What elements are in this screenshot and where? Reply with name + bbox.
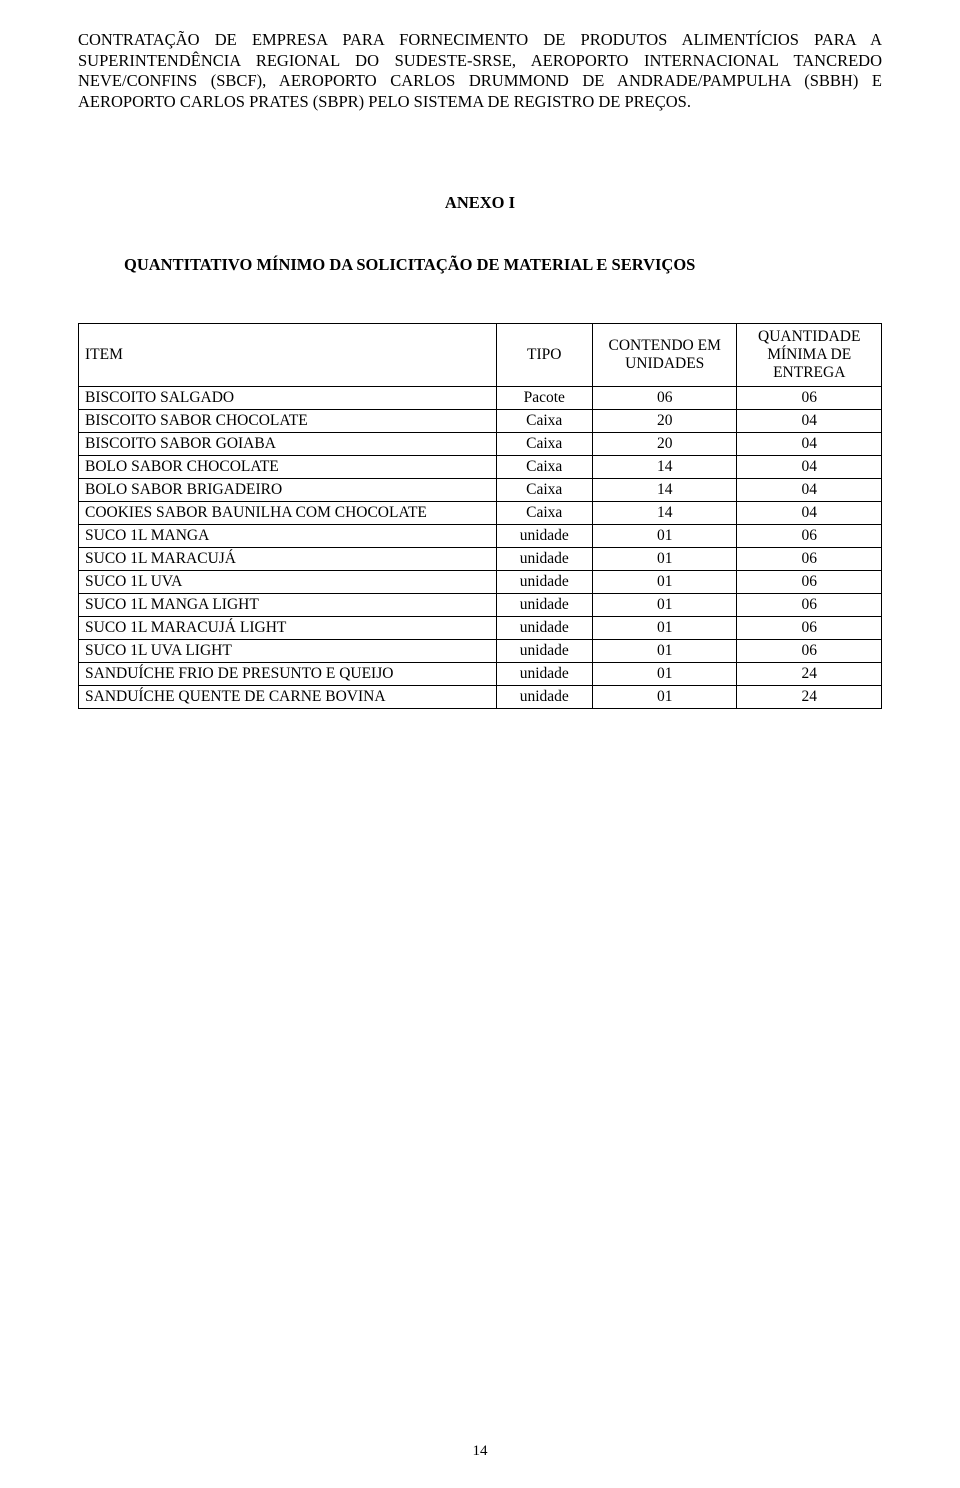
header-quantidade: QUANTIDADE MÍNIMA DE ENTREGA (737, 323, 882, 386)
cell-tipo: unidade (496, 524, 592, 547)
cell-item: SANDUÍCHE QUENTE DE CARNE BOVINA (79, 685, 497, 708)
cell-tipo: Caixa (496, 409, 592, 432)
header-contendo: CONTENDO EM UNIDADES (592, 323, 737, 386)
table-header-row: ITEM TIPO CONTENDO EM UNIDADES QUANTIDAD… (79, 323, 882, 386)
cell-contendo: 01 (592, 662, 737, 685)
quantitative-table: ITEM TIPO CONTENDO EM UNIDADES QUANTIDAD… (78, 323, 882, 709)
anexo-title: ANEXO I (78, 193, 882, 213)
table-row: SUCO 1L UVA LIGHT unidade 01 06 (79, 639, 882, 662)
cell-qtd: 24 (737, 662, 882, 685)
cell-contendo: 06 (592, 386, 737, 409)
table-row: SUCO 1L UVA unidade 01 06 (79, 570, 882, 593)
cell-tipo: unidade (496, 570, 592, 593)
cell-item: BISCOITO SABOR CHOCOLATE (79, 409, 497, 432)
cell-item: SUCO 1L UVA (79, 570, 497, 593)
document-page: CONTRATAÇÃO DE EMPRESA PARA FORNECIMENTO… (0, 0, 960, 1488)
cell-contendo: 01 (592, 524, 737, 547)
cell-tipo: Caixa (496, 501, 592, 524)
cell-item: SUCO 1L MARACUJÁ (79, 547, 497, 570)
cell-item: BISCOITO SABOR GOIABA (79, 432, 497, 455)
table-row: BOLO SABOR CHOCOLATE Caixa 14 04 (79, 455, 882, 478)
cell-tipo: unidade (496, 639, 592, 662)
cell-qtd: 04 (737, 455, 882, 478)
cell-tipo: Caixa (496, 478, 592, 501)
cell-tipo: unidade (496, 662, 592, 685)
cell-qtd: 06 (737, 616, 882, 639)
cell-qtd: 06 (737, 547, 882, 570)
cell-contendo: 01 (592, 616, 737, 639)
cell-contendo: 01 (592, 570, 737, 593)
cell-contendo: 14 (592, 455, 737, 478)
cell-qtd: 24 (737, 685, 882, 708)
cell-tipo: Caixa (496, 455, 592, 478)
cell-qtd: 04 (737, 432, 882, 455)
cell-qtd: 06 (737, 570, 882, 593)
cell-contendo: 14 (592, 478, 737, 501)
cell-item: SUCO 1L MARACUJÁ LIGHT (79, 616, 497, 639)
cell-qtd: 04 (737, 501, 882, 524)
cell-item: SUCO 1L MANGA LIGHT (79, 593, 497, 616)
table-row: BISCOITO SABOR CHOCOLATE Caixa 20 04 (79, 409, 882, 432)
cell-item: BOLO SABOR CHOCOLATE (79, 455, 497, 478)
table-row: SANDUÍCHE FRIO DE PRESUNTO E QUEIJO unid… (79, 662, 882, 685)
table-row: SUCO 1L MANGA unidade 01 06 (79, 524, 882, 547)
table-row: BOLO SABOR BRIGADEIRO Caixa 14 04 (79, 478, 882, 501)
header-tipo: TIPO (496, 323, 592, 386)
table-row: COOKIES SABOR BAUNILHA COM CHOCOLATE Cai… (79, 501, 882, 524)
cell-qtd: 06 (737, 593, 882, 616)
section-subtitle: QUANTITATIVO MÍNIMO DA SOLICITAÇÃO DE MA… (124, 255, 882, 275)
page-number: 14 (0, 1443, 960, 1460)
cell-contendo: 01 (592, 639, 737, 662)
header-item: ITEM (79, 323, 497, 386)
cell-contendo: 01 (592, 547, 737, 570)
cell-qtd: 04 (737, 478, 882, 501)
table-row: SANDUÍCHE QUENTE DE CARNE BOVINA unidade… (79, 685, 882, 708)
cell-contendo: 20 (592, 409, 737, 432)
cell-tipo: unidade (496, 616, 592, 639)
cell-tipo: Pacote (496, 386, 592, 409)
cell-item: SANDUÍCHE FRIO DE PRESUNTO E QUEIJO (79, 662, 497, 685)
table-row: BISCOITO SALGADO Pacote 06 06 (79, 386, 882, 409)
table-row: SUCO 1L MARACUJÁ LIGHT unidade 01 06 (79, 616, 882, 639)
cell-qtd: 06 (737, 386, 882, 409)
cell-contendo: 14 (592, 501, 737, 524)
cell-item: COOKIES SABOR BAUNILHA COM CHOCOLATE (79, 501, 497, 524)
cell-qtd: 04 (737, 409, 882, 432)
cell-contendo: 20 (592, 432, 737, 455)
cell-item: BISCOITO SALGADO (79, 386, 497, 409)
intro-paragraph: CONTRATAÇÃO DE EMPRESA PARA FORNECIMENTO… (78, 30, 882, 113)
table-row: SUCO 1L MARACUJÁ unidade 01 06 (79, 547, 882, 570)
table-body: BISCOITO SALGADO Pacote 06 06 BISCOITO S… (79, 386, 882, 708)
table-row: SUCO 1L MANGA LIGHT unidade 01 06 (79, 593, 882, 616)
cell-item: BOLO SABOR BRIGADEIRO (79, 478, 497, 501)
cell-item: SUCO 1L UVA LIGHT (79, 639, 497, 662)
cell-contendo: 01 (592, 685, 737, 708)
cell-tipo: unidade (496, 547, 592, 570)
cell-qtd: 06 (737, 639, 882, 662)
cell-tipo: Caixa (496, 432, 592, 455)
cell-tipo: unidade (496, 685, 592, 708)
table-row: BISCOITO SABOR GOIABA Caixa 20 04 (79, 432, 882, 455)
cell-item: SUCO 1L MANGA (79, 524, 497, 547)
cell-qtd: 06 (737, 524, 882, 547)
cell-tipo: unidade (496, 593, 592, 616)
cell-contendo: 01 (592, 593, 737, 616)
